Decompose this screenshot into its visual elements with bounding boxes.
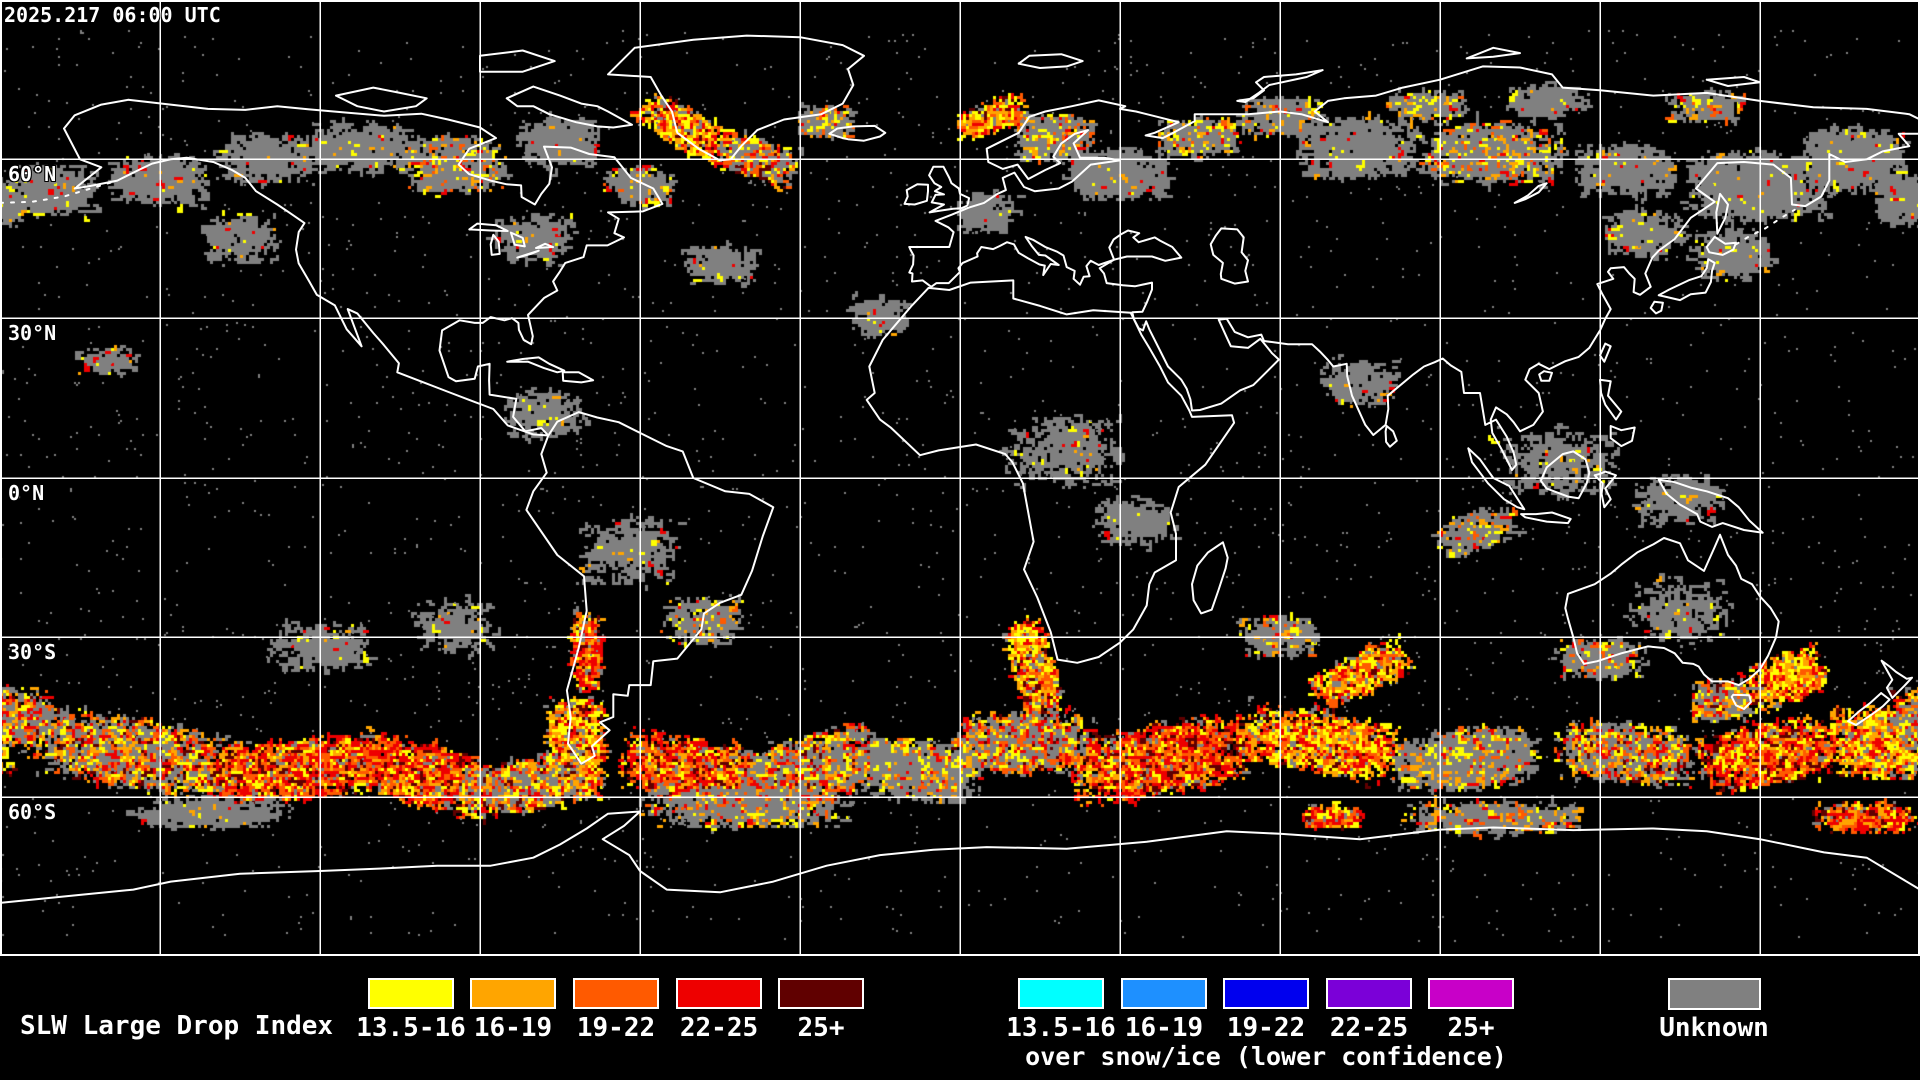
latitude-label-2: 0°N — [8, 481, 45, 505]
legend-swatch-unknown — [1668, 978, 1761, 1010]
coastline-path — [1609, 425, 1636, 448]
graticule — [0, 0, 1920, 956]
coastline-path — [928, 165, 971, 214]
legend-label-warm-3: 22-25 — [679, 1013, 759, 1043]
coastline-path — [1649, 300, 1664, 315]
coastline-graticule-layer — [0, 0, 1920, 956]
coastline-path — [1465, 46, 1521, 60]
legend-swatch-cool-4 — [1428, 978, 1514, 1009]
coastline-path — [1539, 450, 1591, 500]
coastline-path — [505, 85, 633, 129]
legend-bar: SLW Large Drop Index 13.5-16 16-19 19-22 22… — [0, 956, 1920, 1080]
legend-swatch-warm-1 — [470, 978, 556, 1009]
coastline-path — [335, 86, 428, 113]
coastline-path — [63, 98, 664, 437]
coastline-path — [1108, 229, 1183, 262]
coastline-path — [1538, 370, 1553, 382]
legend-swatch-cool-1 — [1121, 978, 1207, 1009]
legend-label-warm-1: 16-19 — [473, 1013, 553, 1043]
coastline-path — [1593, 470, 1617, 509]
legend-label-cool-1: 16-19 — [1124, 1013, 1204, 1043]
latitude-label-0: 60°N — [8, 162, 57, 186]
coastline-path — [535, 242, 555, 249]
coastline-path — [489, 233, 501, 256]
coastline-path — [0, 179, 119, 204]
coastline-path — [1730, 693, 1752, 710]
coastline-path — [1191, 541, 1229, 615]
latitude-label-3: 30°S — [8, 640, 57, 664]
legend-label-warm-4: 25+ — [797, 1013, 845, 1043]
coastline-path — [607, 34, 865, 162]
legend-swatch-warm-0 — [368, 978, 454, 1009]
coastline-path — [525, 411, 775, 765]
coastline-path — [908, 65, 1920, 248]
coastline-path — [479, 49, 556, 73]
coastline-path — [1705, 235, 1737, 256]
coastline-path — [0, 810, 1920, 904]
legend-title: SLW Large Drop Index — [20, 1011, 334, 1041]
coastline-path — [1017, 53, 1084, 69]
legend-item-cool-1: 16-19 — [1121, 978, 1207, 1041]
legend-item-cool-4: 25+ — [1428, 978, 1514, 1041]
coastline-path — [561, 371, 595, 384]
legend-item-warm-3: 22-25 — [676, 978, 762, 1041]
coastline-path — [1715, 192, 1729, 235]
legend-label-warm-2: 19-22 — [576, 1013, 656, 1043]
coastline-path — [1847, 692, 1891, 726]
coastline-path — [1467, 447, 1526, 511]
legend-label-cool-2: 19-22 — [1226, 1013, 1306, 1043]
latitude-label-4: 60°S — [8, 800, 57, 824]
legend-swatch-warm-2 — [573, 978, 659, 1009]
coastline-path — [1236, 69, 1324, 103]
coastline-path — [1599, 378, 1623, 421]
legend-cool-caption: over snow/ice (lower confidence) — [1025, 1042, 1507, 1071]
map-area: 2025.217 06:00 UTC 60°N 30°N 0°N 30°S 60°S — [0, 0, 1920, 956]
coastline-path — [1735, 208, 1796, 246]
coastline-path — [1599, 342, 1612, 363]
timestamp-label: 2025.217 06:00 UTC — [4, 3, 221, 27]
coastline-path — [1705, 76, 1761, 87]
coastline-path — [908, 132, 1920, 471]
legend-swatch-cool-2 — [1223, 978, 1309, 1009]
latitude-label-1: 30°N — [8, 321, 57, 345]
coastline-path — [468, 222, 509, 232]
coastline-path — [1657, 258, 1716, 302]
coastline-path — [865, 279, 1236, 664]
coastline-path — [1513, 182, 1548, 204]
legend-swatch-warm-3 — [676, 978, 762, 1009]
legend-label-cool-0: 13.5-16 — [1006, 1013, 1116, 1043]
coastline-path — [506, 356, 566, 374]
legend-swatch-cool-0 — [1018, 978, 1104, 1009]
coastline-path — [828, 124, 887, 142]
coastline-path — [1520, 511, 1572, 525]
coastline-path — [516, 249, 540, 259]
coastline-path — [903, 183, 929, 206]
legend-label-unknown: Unknown — [1659, 1013, 1769, 1043]
legend-item-warm-2: 19-22 — [573, 978, 659, 1041]
legend-item-warm-0: 13.5-16 — [356, 978, 466, 1041]
legend-label-cool-4: 25+ — [1447, 1013, 1495, 1043]
legend-label-warm-0: 13.5-16 — [356, 1013, 466, 1043]
legend-item-cool-0: 13.5-16 — [1006, 978, 1116, 1041]
legend-item-cool-2: 19-22 — [1223, 978, 1309, 1041]
legend-swatch-cool-3 — [1326, 978, 1412, 1009]
coastline-path — [1564, 533, 1780, 687]
legend-item-warm-4: 25+ — [778, 978, 864, 1041]
legend-label-cool-3: 22-25 — [1329, 1013, 1409, 1043]
coastline-path — [1209, 227, 1249, 285]
legend-item-warm-1: 16-19 — [470, 978, 556, 1041]
coastline-path — [509, 231, 526, 248]
legend-item-cool-3: 22-25 — [1326, 978, 1412, 1041]
legend-swatch-warm-4 — [778, 978, 864, 1009]
coastline-path — [1880, 659, 1913, 699]
legend-unknown-group: Unknown — [1659, 978, 1769, 1041]
coastline-path — [1384, 425, 1398, 448]
coastline-path — [1657, 478, 1764, 534]
